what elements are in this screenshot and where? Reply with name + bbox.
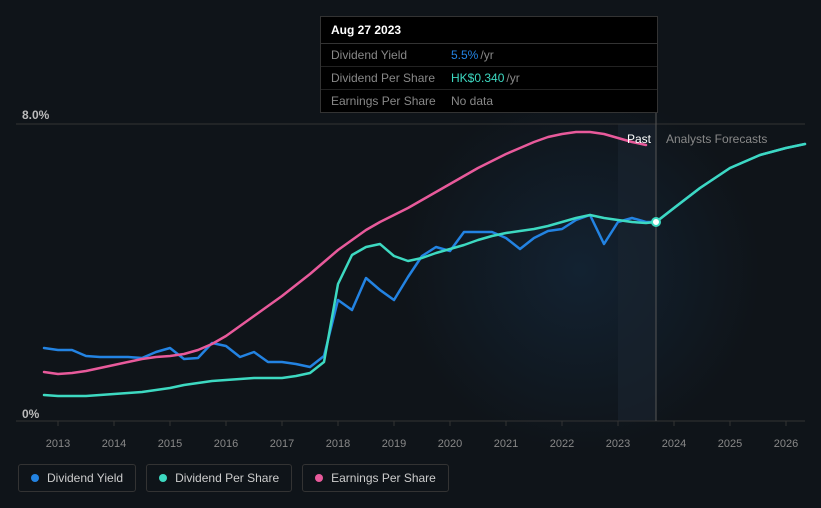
legend-dot: [31, 474, 39, 482]
tooltip-row: Dividend Per ShareHK$0.340 /yr: [321, 67, 657, 90]
legend-item-dividend-yield[interactable]: Dividend Yield: [18, 464, 136, 492]
hover-tooltip: Aug 27 2023 Dividend Yield5.5% /yrDivide…: [320, 16, 658, 113]
legend-label: Dividend Yield: [47, 471, 123, 485]
x-tick: 2026: [774, 438, 798, 450]
tooltip-metric-value: 5.5%: [451, 48, 478, 62]
legend-dot: [315, 474, 323, 482]
past-label: Past: [627, 132, 651, 146]
legend-item-earnings-per-share[interactable]: Earnings Per Share: [302, 464, 449, 492]
tooltip-metric-label: Dividend Per Share: [331, 71, 451, 85]
tooltip-date: Aug 27 2023: [321, 17, 657, 44]
x-tick: 2023: [606, 438, 630, 450]
x-tick: 2017: [270, 438, 294, 450]
tooltip-metric-value: HK$0.340: [451, 71, 504, 85]
x-tick: 2014: [102, 438, 126, 450]
tooltip-unit: /yr: [506, 71, 519, 85]
x-tick: 2025: [718, 438, 742, 450]
x-tick: 2024: [662, 438, 686, 450]
forecast-label: Analysts Forecasts: [666, 132, 767, 146]
x-tick: 2022: [550, 438, 574, 450]
x-tick: 2013: [46, 438, 70, 450]
legend-dot: [159, 474, 167, 482]
chart-legend: Dividend Yield Dividend Per Share Earnings…: [18, 464, 449, 492]
x-tick: 2015: [158, 438, 182, 450]
x-tick: 2020: [438, 438, 462, 450]
y-tick-label: 8.0%: [22, 108, 49, 122]
tooltip-row: Dividend Yield5.5% /yr: [321, 44, 657, 67]
tooltip-metric-label: Earnings Per Share: [331, 94, 451, 108]
x-tick: 2018: [326, 438, 350, 450]
x-tick: 2019: [382, 438, 406, 450]
x-tick: 2016: [214, 438, 238, 450]
legend-label: Dividend Per Share: [175, 471, 279, 485]
tooltip-unit: /yr: [480, 48, 493, 62]
dividend-chart: Aug 27 2023 Dividend Yield5.5% /yrDivide…: [0, 0, 821, 508]
legend-item-dividend-per-share[interactable]: Dividend Per Share: [146, 464, 292, 492]
hover-marker: [652, 218, 660, 226]
tooltip-metric-value: No data: [451, 94, 493, 108]
legend-label: Earnings Per Share: [331, 471, 436, 485]
tooltip-metric-label: Dividend Yield: [331, 48, 451, 62]
y-tick-label: 0%: [22, 407, 39, 421]
x-tick: 2021: [494, 438, 518, 450]
tooltip-row: Earnings Per ShareNo data: [321, 90, 657, 112]
